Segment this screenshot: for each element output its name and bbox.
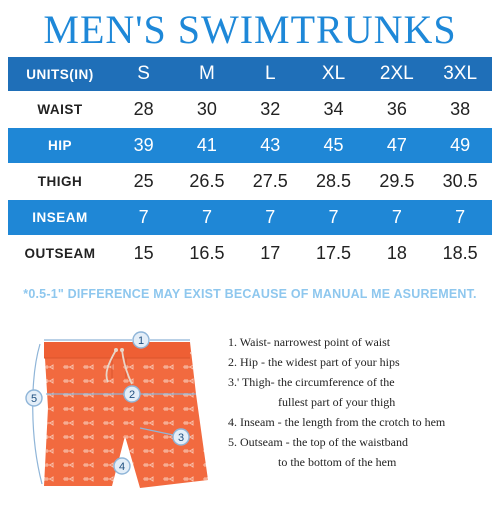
guide-thigh-cont: fullest part of your thigh [278,395,396,409]
table-cell: 43 [260,135,281,155]
table-cell: 17.5 [316,243,352,263]
table-cell: 7 [265,207,276,227]
size-3xl: 3XL [443,63,478,84]
row-label: HIP [47,138,72,153]
table-header-row: UNITS(IN) S M L XL 2XL 3XL [8,57,492,91]
page-title: MEN'S SWIMTRUNKS [43,7,457,52]
row-label: THIGH [37,174,83,189]
table-cell: 38 [450,99,471,119]
size-l: L [264,63,276,84]
guide-hip: 2. Hip - the widest part of your hips [228,355,400,369]
table-cell: 16.5 [189,243,225,263]
row-label: INSEAM [32,210,88,225]
table-row-waist: WAIST 28 30 32 34 36 38 [8,91,492,128]
table-cell: 36 [386,99,407,119]
table-cell: 32 [260,99,281,119]
table-cell: 7 [138,207,149,227]
shorts-diagram: 1 2 3 4 5 [0,318,220,500]
table-cell: 25 [133,171,154,191]
shorts-illustration: 1 2 3 4 5 [25,331,208,488]
measurement-guide: 1. Waist- narrowest point of waist 2. Hi… [228,332,498,472]
table-cell: 7 [328,207,339,227]
row-label: WAIST [37,102,83,117]
guide-outseam-cont: to the bottom of the hem [278,455,397,469]
marker-3-label: 3 [178,432,184,444]
table-cell: 18 [386,243,407,263]
table-cell: 7 [201,207,212,227]
shorts-body [44,342,208,488]
table-cell: 41 [196,135,217,155]
table-cell: 27.5 [252,171,288,191]
size-2xl: 2XL [379,63,414,84]
marker-5-label: 5 [31,393,37,405]
size-chart-table: UNITS(IN) S M L XL 2XL 3XL WAIST 28 30 3… [8,57,492,272]
table-cell: 49 [450,135,471,155]
table-cell: 17 [260,243,281,263]
table-cell: 7 [391,207,402,227]
size-m: M [199,63,215,84]
marker-1: 1 [132,331,150,349]
units-label: UNITS(IN) [26,66,94,82]
table-row-thigh: THIGH 25 26.5 27.5 28.5 29.5 30.5 [8,163,492,200]
table-cell: 30 [196,99,217,119]
marker-2-label: 2 [129,389,135,401]
marker-4-label: 4 [119,461,125,473]
marker-1-label: 1 [138,335,144,347]
table-row-inseam: INSEAM 7 7 7 7 7 7 [8,200,492,235]
table-cell: 26.5 [189,171,225,191]
table-cell: 30.5 [442,171,478,191]
marker-3: 3 [172,428,190,446]
table-cell: 15 [133,243,154,263]
guide-thigh: 3.' Thigh- the circumference of the [228,375,395,389]
marker-5: 5 [25,389,43,407]
table-cell: 28 [133,99,154,119]
table-cell: 45 [323,135,344,155]
table-cell: 47 [386,135,407,155]
size-s: S [137,63,150,84]
guide-inseam: 4. Inseam - the length from the crotch t… [228,415,446,429]
table-cell: 7 [455,207,466,227]
table-row-outseam: OUTSEAM 15 16.5 17 17.5 18 18.5 [8,235,492,272]
measurement-note: *0.5-1" DIFFERENCE MAY EXIST BECAUSE OF … [23,287,477,301]
table-cell: 18.5 [442,243,478,263]
table-cell: 29.5 [379,171,415,191]
measurement-lines [32,339,196,485]
table-cell: 39 [133,135,154,155]
size-xl: XL [321,63,346,84]
guide-outseam: 5. Outseam - the top of the waistband [228,435,408,449]
marker-2: 2 [123,385,141,403]
table-cell: 28.5 [316,171,352,191]
table-cell: 34 [323,99,344,119]
table-row-hip: HIP 39 41 43 45 47 49 [8,128,492,163]
row-label: OUTSEAM [24,246,96,261]
guide-waist: 1. Waist- narrowest point of waist [228,335,391,349]
marker-4: 4 [113,457,131,475]
